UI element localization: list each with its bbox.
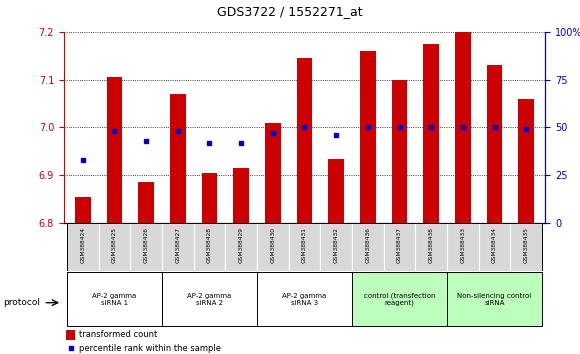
Text: GSM388438: GSM388438 bbox=[429, 227, 434, 263]
Text: GSM388427: GSM388427 bbox=[175, 227, 180, 263]
Bar bbox=[328, 159, 344, 223]
FancyBboxPatch shape bbox=[478, 223, 510, 271]
Text: protocol: protocol bbox=[3, 298, 40, 307]
Bar bbox=[138, 182, 154, 223]
Text: GSM388429: GSM388429 bbox=[238, 227, 244, 263]
Bar bbox=[360, 51, 376, 223]
FancyBboxPatch shape bbox=[99, 223, 130, 271]
FancyBboxPatch shape bbox=[384, 223, 415, 271]
FancyBboxPatch shape bbox=[352, 223, 384, 271]
Text: GSM388425: GSM388425 bbox=[112, 227, 117, 263]
Text: GSM388428: GSM388428 bbox=[207, 227, 212, 263]
Bar bbox=[352, 272, 447, 326]
Text: percentile rank within the sample: percentile rank within the sample bbox=[79, 344, 221, 353]
FancyBboxPatch shape bbox=[320, 223, 352, 271]
FancyBboxPatch shape bbox=[194, 223, 225, 271]
Text: GSM388426: GSM388426 bbox=[144, 227, 148, 263]
Text: GSM388434: GSM388434 bbox=[492, 227, 497, 263]
FancyBboxPatch shape bbox=[130, 223, 162, 271]
Bar bbox=[487, 65, 502, 223]
Bar bbox=[296, 58, 313, 223]
Bar bbox=[455, 32, 471, 223]
Bar bbox=[423, 44, 439, 223]
Text: GSM388437: GSM388437 bbox=[397, 227, 402, 263]
Bar bbox=[67, 272, 162, 326]
Bar bbox=[447, 272, 542, 326]
Bar bbox=[107, 77, 122, 223]
Bar bbox=[202, 173, 218, 223]
Bar bbox=[75, 197, 90, 223]
FancyBboxPatch shape bbox=[447, 223, 478, 271]
Text: GSM388431: GSM388431 bbox=[302, 227, 307, 263]
Bar bbox=[519, 99, 534, 223]
Text: transformed count: transformed count bbox=[79, 330, 157, 339]
Text: Non-silencing control
siRNA: Non-silencing control siRNA bbox=[458, 293, 532, 306]
Text: AP-2 gamma
siRNA 1: AP-2 gamma siRNA 1 bbox=[92, 293, 137, 306]
FancyBboxPatch shape bbox=[289, 223, 320, 271]
Text: GSM388436: GSM388436 bbox=[365, 227, 371, 263]
Text: GSM388435: GSM388435 bbox=[524, 227, 529, 263]
FancyBboxPatch shape bbox=[257, 223, 289, 271]
FancyBboxPatch shape bbox=[415, 223, 447, 271]
Text: GDS3722 / 1552271_at: GDS3722 / 1552271_at bbox=[217, 5, 363, 18]
Text: AP-2 gamma
siRNA 3: AP-2 gamma siRNA 3 bbox=[282, 293, 327, 306]
Bar bbox=[257, 272, 352, 326]
Text: GSM388424: GSM388424 bbox=[80, 227, 85, 263]
Bar bbox=[233, 168, 249, 223]
Text: control (transfection
reagent): control (transfection reagent) bbox=[364, 292, 435, 306]
Text: GSM388430: GSM388430 bbox=[270, 227, 276, 263]
Text: GSM388432: GSM388432 bbox=[334, 227, 339, 263]
FancyBboxPatch shape bbox=[162, 223, 194, 271]
Bar bbox=[66, 330, 75, 340]
Bar bbox=[170, 94, 186, 223]
Bar bbox=[265, 123, 281, 223]
FancyBboxPatch shape bbox=[225, 223, 257, 271]
Bar bbox=[162, 272, 257, 326]
FancyBboxPatch shape bbox=[67, 223, 99, 271]
Text: AP-2 gamma
siRNA 2: AP-2 gamma siRNA 2 bbox=[187, 293, 231, 306]
Bar bbox=[392, 80, 407, 223]
Text: GSM388433: GSM388433 bbox=[461, 227, 465, 263]
FancyBboxPatch shape bbox=[510, 223, 542, 271]
